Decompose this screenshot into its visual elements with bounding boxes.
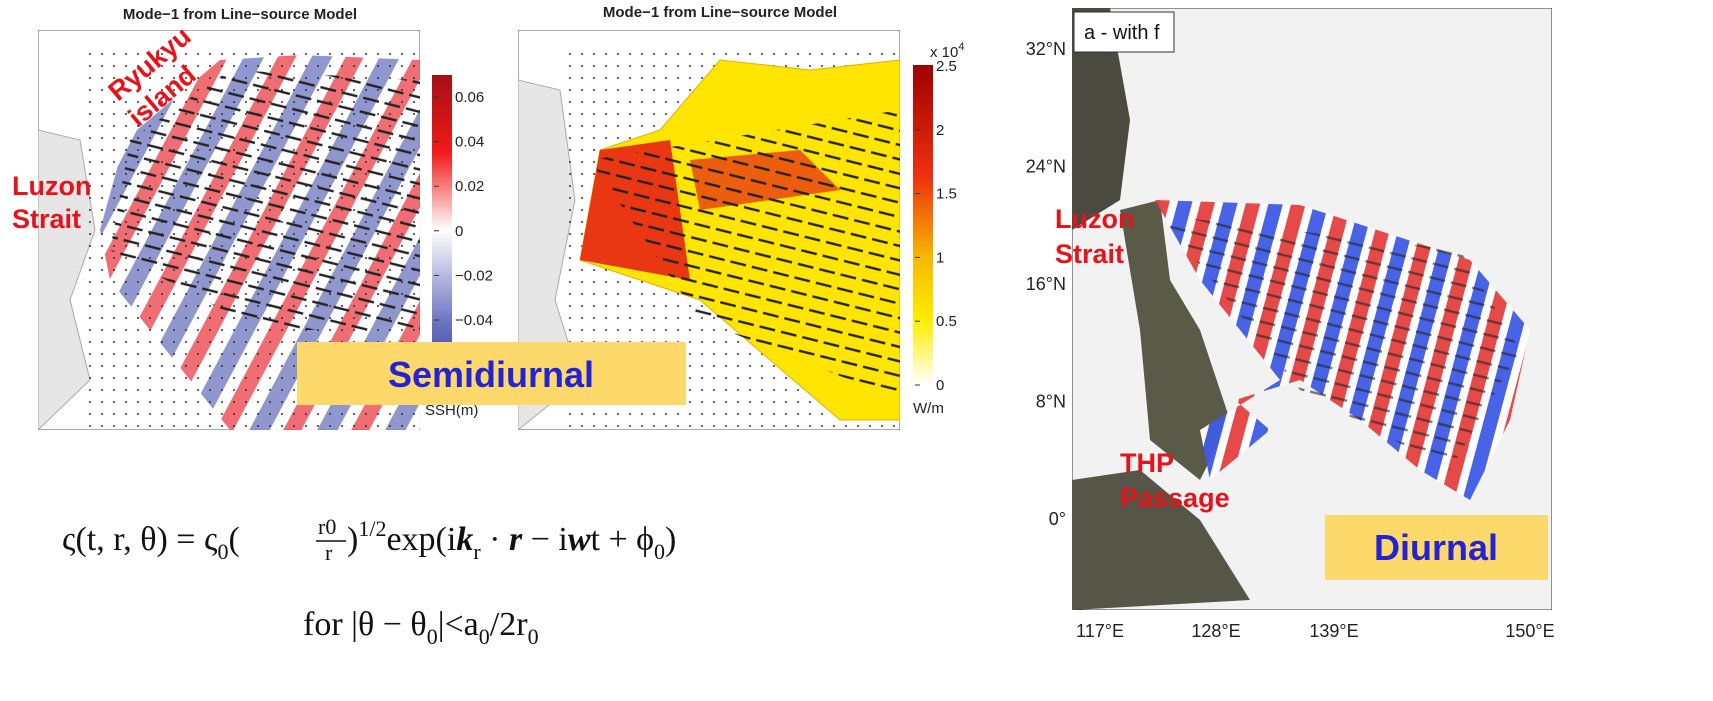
formula-line: for |θ − θ0|<a0/2r0 <box>303 606 539 649</box>
colorbar-tick: 0 <box>936 377 944 394</box>
colorbar-tick: −0.02 <box>455 267 493 284</box>
math: 0 <box>654 539 665 564</box>
math: r <box>473 539 481 564</box>
math: 0 <box>427 624 438 649</box>
math: 1/2 <box>358 516 386 541</box>
math: |<a <box>438 606 479 643</box>
colorbar-tick: 0.06 <box>455 89 484 106</box>
map-label: Luzon <box>1055 204 1134 234</box>
math: ) <box>665 521 676 558</box>
lon-label: 150°E <box>1505 621 1554 641</box>
math: ς(t, r, θ) = ς <box>62 521 218 558</box>
math: r <box>509 521 523 558</box>
map-label: Strait <box>1055 239 1124 269</box>
lat-label: 8°N <box>1036 392 1066 412</box>
formula-line: ς(t, r, θ) = ς0( <box>62 521 240 564</box>
colorbar-tick: 0 <box>455 223 463 240</box>
colorbar-tick: 0.5 <box>936 313 957 330</box>
math: k <box>456 521 473 558</box>
math: − i <box>522 521 568 558</box>
banner-text: Diurnal <box>1374 527 1498 568</box>
map-label: THP <box>1120 448 1174 478</box>
lat-label: 16°N <box>1026 274 1066 294</box>
lat-label: 0° <box>1049 509 1066 529</box>
colorbar-scale: x 104 <box>930 41 964 61</box>
math: · <box>481 521 509 558</box>
diurnal-map <box>1072 8 1552 610</box>
colorbar-tick: −0.04 <box>455 312 493 329</box>
scale-exp: 4 <box>958 41 964 53</box>
math: for |θ − θ <box>303 606 427 643</box>
colorbar-tick: 2 <box>936 122 944 139</box>
colorbar-unit: SSH(m) <box>425 402 478 419</box>
lat-label: 24°N <box>1026 157 1066 177</box>
scale: x 10 <box>930 44 958 61</box>
math: w <box>568 521 591 558</box>
panel-title: Mode−1 from Line−source Model <box>603 4 837 21</box>
colorbar <box>913 65 933 385</box>
math: ) <box>347 521 358 558</box>
panel-title: Mode−1 from Line−source Model <box>123 6 357 23</box>
colorbar-tick: 2.5 <box>936 58 957 75</box>
colorbar-tick: 1 <box>936 249 944 266</box>
banner <box>297 342 686 405</box>
panel-title: a - with f <box>1084 22 1160 44</box>
colorbar-tick: 0.02 <box>455 178 484 195</box>
colorbar <box>432 75 452 385</box>
colorbar-tick: 1.5 <box>936 186 957 203</box>
colorbar-unit: W/m <box>913 400 944 417</box>
math: t + ϕ <box>591 521 655 558</box>
math: /2r <box>490 606 528 643</box>
banner-text: Semidiurnal <box>388 354 594 395</box>
lon-label: 128°E <box>1191 621 1240 641</box>
colorbar-tick: 0.04 <box>455 134 484 151</box>
math: r <box>325 540 333 565</box>
lon-label: 117°E <box>1076 621 1124 641</box>
lon-label: 139°E <box>1309 621 1358 641</box>
banner <box>1325 515 1548 580</box>
map-label: Luzon <box>12 171 91 201</box>
formula-line: )1/2exp(ikr · r − iwt + ϕ0) <box>347 516 676 564</box>
lat-label: 32°N <box>1026 39 1066 59</box>
math: 0 <box>528 624 539 649</box>
math: exp(i <box>386 521 456 558</box>
math: 0 <box>479 624 490 649</box>
math: 0 <box>217 539 228 564</box>
math: ( <box>228 521 239 558</box>
map-label: Passage <box>1120 483 1230 513</box>
math: r0 <box>318 514 336 539</box>
map-label: Strait <box>12 204 81 234</box>
